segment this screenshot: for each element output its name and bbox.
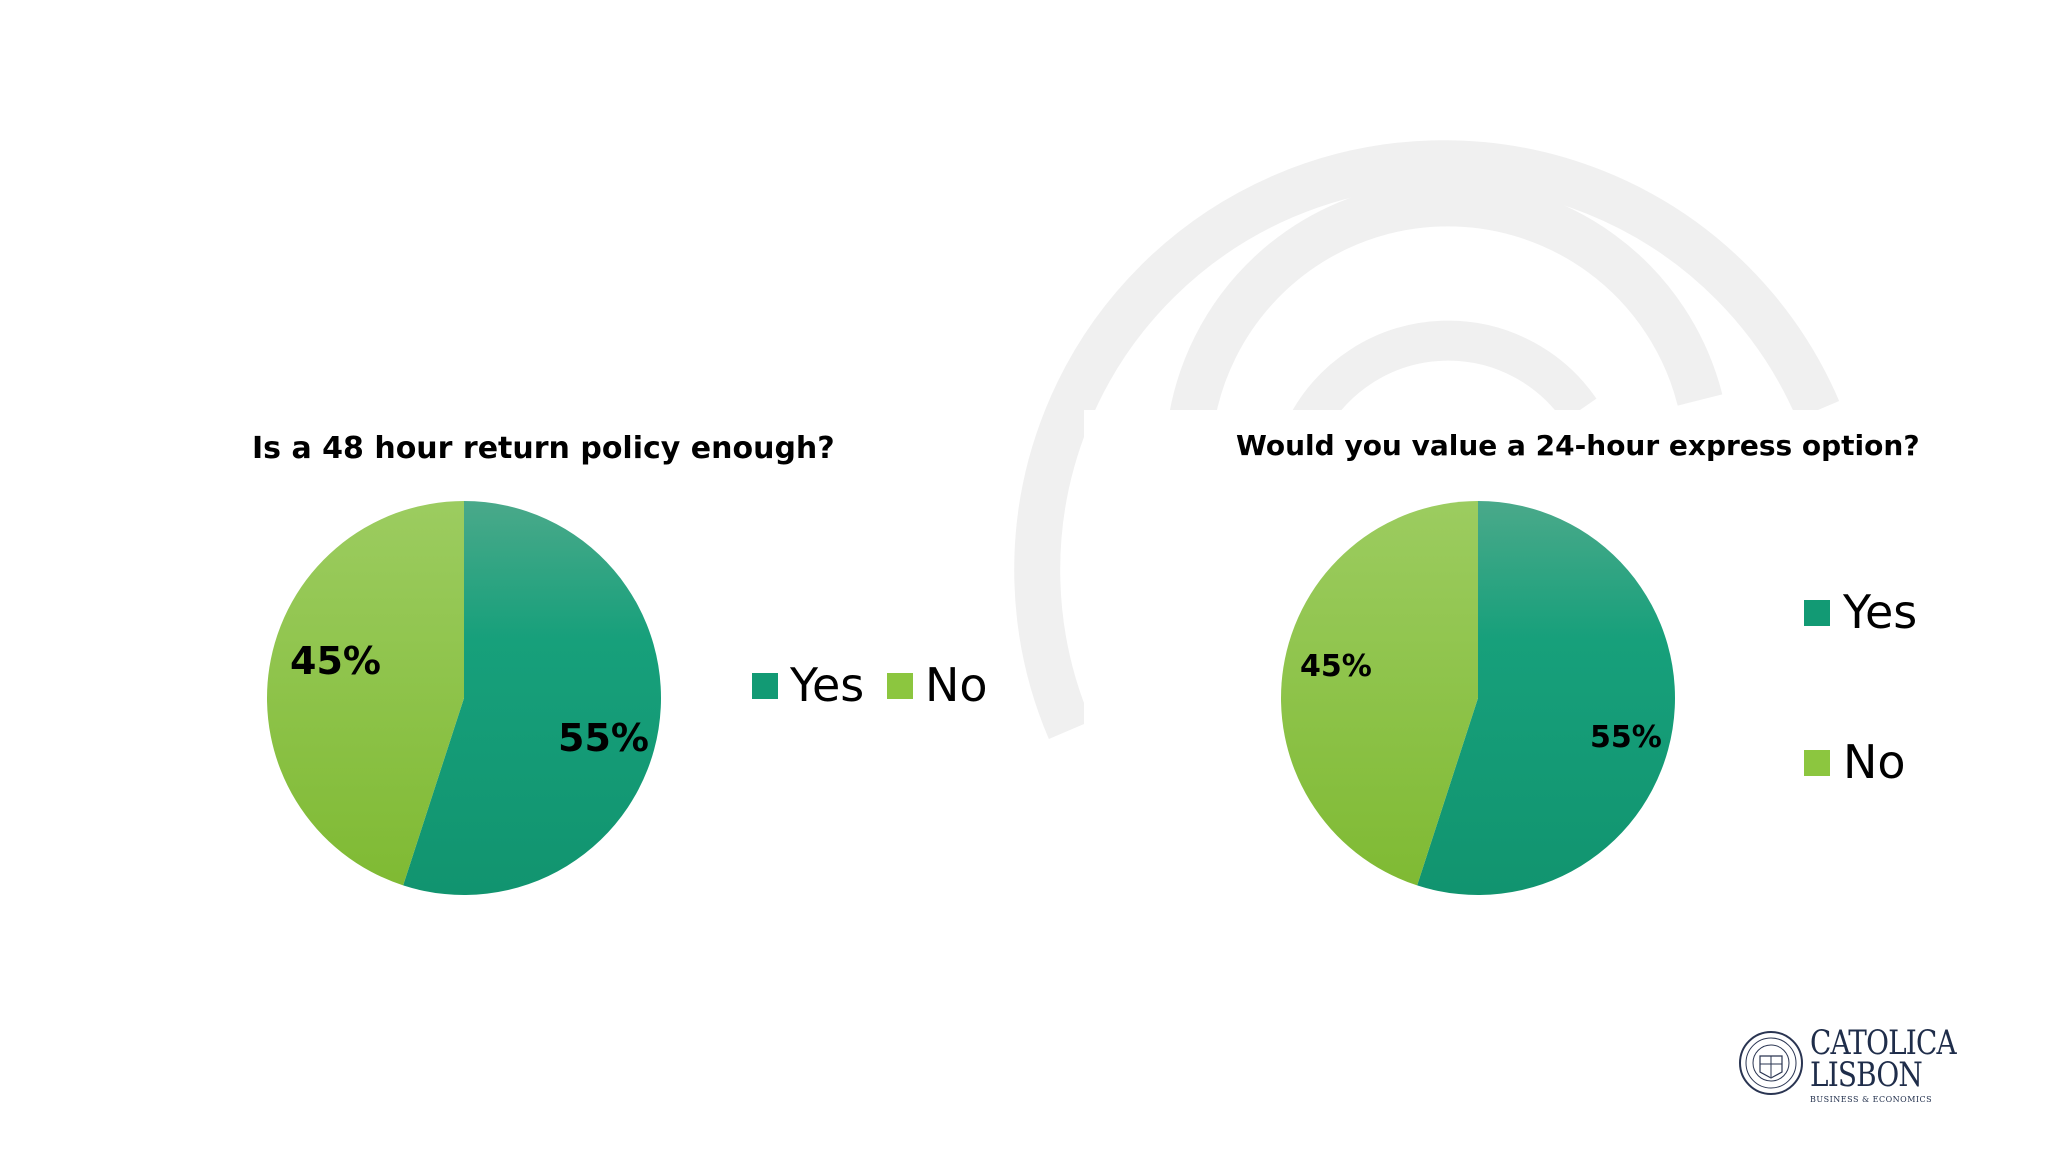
pie-slice-yes <box>403 501 661 895</box>
logo-text-subtitle: BUSINESS & ECONOMICS <box>1810 1095 1933 1104</box>
legend-label-yes: Yes <box>1842 585 1917 639</box>
data-label-no: 45% <box>290 639 381 683</box>
legend-swatch-yes <box>752 673 778 699</box>
catolica-lisbon-logo: CATOLICA LISBON BUSINESS & ECONOMICS <box>1738 1022 1978 1112</box>
legend-swatch-no <box>887 673 913 699</box>
legend-swatch-no <box>1804 750 1830 776</box>
data-label-no: 45% <box>1300 649 1372 684</box>
chart-title: Is a 48 hour return policy enough? <box>252 431 835 466</box>
pie-slice-yes <box>1417 501 1675 896</box>
legend-label-yes: Yes <box>789 658 864 712</box>
pie-slice-no <box>1280 500 1478 886</box>
university-seal-icon <box>1739 1031 1803 1095</box>
legend-label-no: No <box>1843 735 1906 789</box>
chart-title: Would you value a 24-hour express option… <box>1236 429 1920 462</box>
logo-text-catolica: CATOLICA <box>1810 1023 1957 1063</box>
legend-swatch-yes <box>1804 600 1830 626</box>
legend-label-no: No <box>925 658 988 712</box>
data-label-yes: 55% <box>558 716 649 760</box>
pie-slice-no <box>267 500 464 886</box>
logo-text-lisbon: LISBON <box>1810 1055 1923 1095</box>
data-label-yes: 55% <box>1590 720 1662 755</box>
